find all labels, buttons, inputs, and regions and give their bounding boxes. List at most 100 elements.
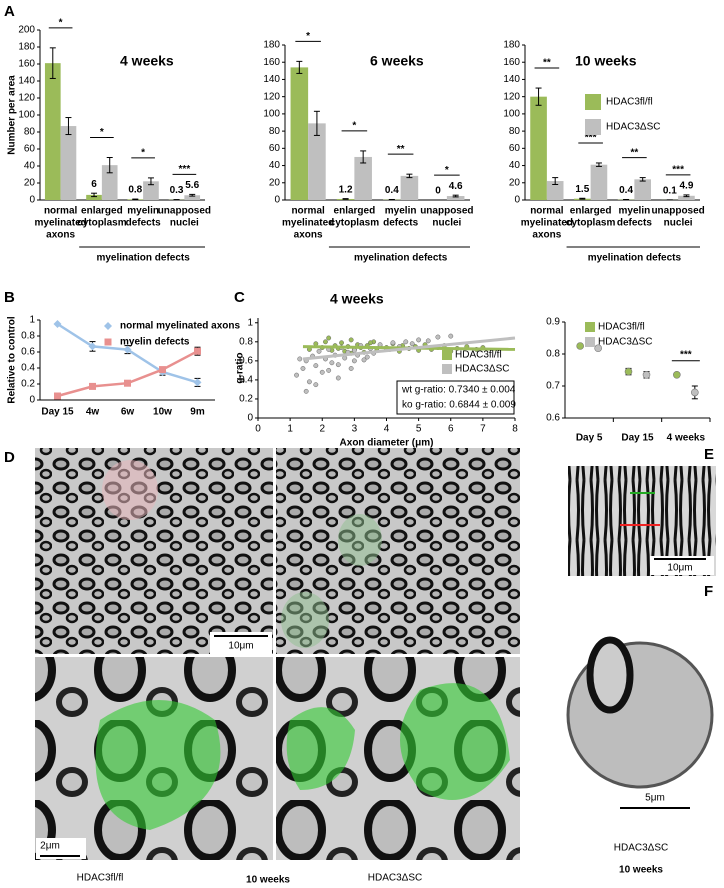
x-tick-label: nuclei: [432, 218, 461, 229]
panel-label: A: [4, 3, 15, 20]
point: [88, 342, 97, 351]
value-label: 4.6: [449, 181, 463, 192]
y-tick-label: 180: [503, 40, 520, 51]
x-tick-label: myelinated: [35, 218, 87, 229]
y-tick-label: 120: [263, 91, 280, 102]
scalebar-bg: [650, 556, 714, 575]
genotype-label: HDAC3ΔSC: [614, 843, 668, 854]
legend-label: HDAC3ΔSC: [598, 337, 652, 348]
y-tick-label: 0.7: [546, 381, 560, 392]
point: [300, 366, 306, 371]
y-tick-label: 0.9: [546, 317, 560, 328]
x-tick-label: 6w: [121, 407, 135, 418]
micrographs: 10μm 2μm 10μm 5μm HDAC3fl/fl 10 weeks HD…: [35, 448, 716, 886]
x-tick-label: Day 5: [576, 433, 603, 444]
point: [326, 335, 332, 341]
significance: **: [543, 58, 551, 69]
y-tick-label: 120: [18, 93, 35, 104]
x-tick-label: myelin: [127, 206, 159, 217]
y-axis-label: Number per area: [7, 75, 18, 155]
point: [348, 366, 354, 371]
x-tick-label: 9m: [190, 407, 205, 418]
trend-line: [302, 336, 516, 361]
legend-swatch: [585, 322, 595, 332]
legend-label: HDAC3fl/fl: [598, 322, 645, 333]
overlay: [281, 592, 329, 648]
bar: [446, 196, 465, 200]
x-tick-label: Day 15: [621, 433, 654, 444]
x-tick-label: normal: [530, 206, 564, 217]
y-tick-label: 100: [18, 110, 35, 121]
bar: [634, 179, 651, 200]
bar: [60, 126, 77, 200]
point: [351, 358, 357, 364]
x-tick-label: normal: [44, 206, 78, 217]
x-tick-label: normal: [291, 206, 325, 217]
point: [576, 342, 584, 350]
scalebar-label: 10μm: [667, 563, 692, 574]
y-tick-label: 100: [503, 109, 520, 120]
y-axis-label: Relative to control: [7, 316, 18, 403]
point: [339, 340, 344, 346]
y-tick-label: 100: [263, 109, 280, 120]
legend-label: HDAC3ΔSC: [606, 122, 660, 133]
value-label: 4.9: [679, 181, 693, 192]
point: [313, 363, 319, 369]
x-tick-label: Day 15: [41, 407, 74, 418]
point: [89, 382, 96, 390]
point: [351, 347, 357, 353]
y-tick-label: 0.8: [546, 349, 560, 360]
x-tick-label: 8: [512, 424, 518, 435]
point: [364, 354, 370, 360]
significance: *: [352, 121, 356, 132]
y-tick-label: 0.6: [239, 355, 253, 366]
x-tick-label: 10w: [153, 407, 172, 418]
value-label: 0.4: [619, 185, 633, 196]
y-tick-label: 80: [24, 127, 36, 138]
point: [313, 382, 319, 388]
age-label: 10 weeks: [619, 865, 663, 876]
y-tick-label: 1: [247, 317, 253, 328]
significance: ***: [179, 164, 191, 175]
x-tick-label: myelinated: [521, 218, 573, 229]
significance: ***: [585, 133, 597, 144]
x-tick-label: cytoplasm: [330, 218, 380, 229]
overlay: [338, 514, 382, 566]
point: [326, 367, 332, 373]
point: [335, 362, 341, 368]
x-tick-label: cytoplasm: [566, 218, 616, 229]
point: [390, 340, 396, 346]
chart-title: 4 weeks: [330, 291, 384, 307]
point: [303, 388, 309, 394]
y-tick-label: 0.4: [21, 363, 35, 374]
panel-label: E: [704, 446, 714, 463]
x-tick-label: enlarged: [81, 206, 123, 217]
y-tick-label: 0.6: [21, 347, 35, 358]
chart-title: 10 weeks: [575, 53, 637, 69]
bar: [101, 165, 118, 200]
legend-swatch: [442, 350, 452, 360]
x-tick-label: defects: [126, 218, 161, 229]
bar: [354, 156, 372, 200]
legend-label: HDAC3fl/fl: [455, 350, 502, 361]
x-tick-label: 6: [448, 424, 454, 435]
x-tick-label: 5: [416, 424, 422, 435]
scalebar-label: 10μm: [228, 641, 253, 652]
significance: *: [59, 17, 63, 28]
value-label: 6: [91, 179, 97, 190]
y-tick-label: 40: [269, 160, 281, 171]
x-tick-label: axons: [532, 230, 561, 241]
x-tick-label: unapposed: [420, 206, 473, 217]
point: [435, 334, 441, 340]
legend-marker: [104, 338, 112, 346]
y-tick-label: 160: [503, 57, 520, 68]
point: [367, 340, 373, 346]
bar: [44, 63, 61, 201]
scalebar-label: 5μm: [645, 793, 665, 804]
y-tick-label: 80: [269, 126, 281, 137]
y-tick-label: 120: [503, 91, 520, 102]
chart-title: 4 weeks: [120, 53, 174, 69]
y-tick-label: 60: [269, 143, 281, 154]
legend-label: HDAC3fl/fl: [606, 97, 653, 108]
